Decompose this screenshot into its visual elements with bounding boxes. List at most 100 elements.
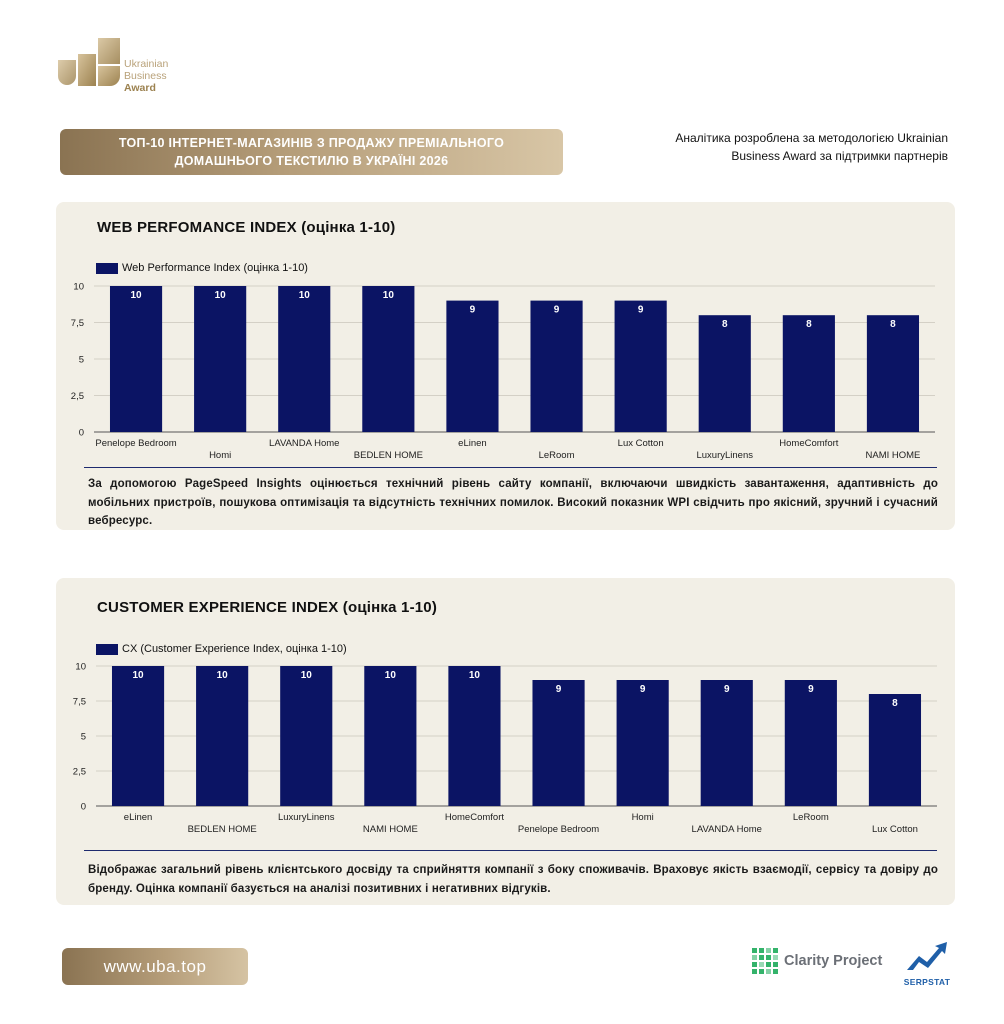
wpi-y-tick-label: 5: [79, 355, 84, 366]
cx-x-tick-label: NAMI HOME: [363, 824, 418, 835]
methodology-note: Аналітика розроблена за методологією Ukr…: [675, 131, 948, 163]
cx-legend: CX (Customer Experience Index, оцінка 1-…: [96, 643, 347, 655]
clarity-project-logo: Clarity Project: [752, 948, 882, 974]
wpi-description: За допомогою PageSpeed Insights оцінюєть…: [88, 478, 938, 527]
wpi-y-tick-label: 10: [73, 282, 84, 293]
cx-bar-data-label: 9: [640, 684, 646, 695]
cx-bar: [364, 666, 417, 806]
wpi-bar: [866, 315, 920, 432]
wpi-bar-data-label: 10: [299, 290, 311, 301]
serpstat-logo: SERPSTAT: [900, 942, 954, 987]
cx-y-tick-label: 5: [81, 732, 86, 743]
wpi-x-tick-label: Penelope Bedroom: [95, 438, 176, 449]
serpstat-chart-icon: [907, 942, 947, 970]
wpi-bar-data-label: 8: [722, 319, 728, 330]
wpi-y-tick-label: 0: [79, 428, 84, 439]
cx-x-tick-label: HomeComfort: [445, 812, 504, 823]
wpi-bar-data-label: 9: [554, 305, 560, 316]
wpi-bar: [530, 300, 583, 432]
wpi-chart-title: WEB PERFOMANCE INDEX (оцінка 1-10): [97, 219, 396, 236]
cx-bar-data-label: 8: [892, 698, 898, 709]
clarity-project-label: Clarity Project: [784, 953, 883, 969]
logo-wordmark: Ukrainian Business Award: [124, 58, 168, 94]
cx-bar: [280, 666, 333, 806]
cx-y-tick-label: 0: [81, 802, 86, 813]
wpi-x-tick-label: Homi: [209, 450, 231, 461]
wpi-bar: [109, 286, 163, 432]
wpi-bar: [362, 286, 415, 432]
wpi-legend-swatch: [96, 262, 118, 274]
page-title: ТОП-10 ІНТЕРНЕТ-МАГАЗИНІВ З ПРОДАЖУ ПРЕМ…: [60, 129, 563, 175]
cx-bar: [448, 666, 501, 806]
cx-x-tick-label: LuxuryLinens: [278, 812, 335, 823]
wpi-bar: [782, 315, 835, 432]
cx-legend-swatch: [96, 643, 118, 655]
serpstat-label: SERPSTAT: [903, 977, 951, 987]
cx-y-tick-label: 10: [75, 662, 86, 673]
wpi-x-tick-label: LeRoom: [539, 450, 575, 461]
cx-bar-data-label: 9: [724, 684, 730, 695]
cx-y-tick-label: 2,5: [73, 767, 86, 778]
logo-line1: Ukrainian: [124, 58, 169, 70]
wpi-x-tick-label: LAVANDA Home: [269, 438, 339, 449]
uba-logo: [56, 36, 122, 90]
cx-chart-title: CUSTOMER EXPERIENCE INDEX (оцінка 1-10): [97, 599, 438, 616]
cx-legend-label: CX (Customer Experience Index, оцінка 1-…: [122, 643, 347, 655]
cx-bar-data-label: 10: [132, 670, 144, 681]
cx-x-tick-label: Lux Cotton: [872, 824, 918, 835]
wpi-x-tick-label: LuxuryLinens: [696, 450, 753, 461]
cx-panel: CUSTOMER EXPERIENCE INDEX (оцінка 1-10) …: [56, 578, 955, 905]
logo-line2: Business: [124, 70, 167, 82]
wpi-bar-data-label: 10: [130, 290, 142, 301]
wpi-bar-data-label: 8: [806, 319, 812, 330]
cx-bar-chart: 0 2,5 5 7,5 10 10 eLinen 10 BEDLEN HOME 10 LuxuryL…: [73, 662, 937, 835]
wpi-bar-data-label: 10: [215, 290, 227, 301]
wpi-separator: [84, 467, 937, 468]
wpi-bar: [194, 286, 247, 432]
wpi-bar: [278, 286, 331, 432]
cx-x-tick-label: BEDLEN HOME: [188, 824, 257, 835]
cx-bar-data-label: 9: [808, 684, 814, 695]
cx-x-tick-label: Penelope Bedroom: [518, 824, 599, 835]
cx-separator: [84, 850, 937, 851]
wpi-bar: [614, 300, 667, 432]
wpi-x-tick-label: Lux Cotton: [618, 438, 664, 449]
clarity-grid-icon: [752, 948, 778, 974]
wpi-legend: Web Performance Index (оцінка 1-10): [96, 262, 308, 274]
cx-bar-data-label: 10: [301, 670, 313, 681]
cx-x-tick-label: eLinen: [124, 812, 153, 823]
cx-bar: [868, 694, 922, 806]
logo-line3: Award: [124, 82, 156, 94]
cx-bar: [700, 680, 753, 806]
wpi-x-tick-label: BEDLEN HOME: [354, 450, 423, 461]
wpi-bar-data-label: 10: [383, 290, 395, 301]
wpi-bar-data-label: 8: [890, 319, 896, 330]
wpi-x-tick-label: eLinen: [458, 438, 487, 449]
cx-x-tick-label: Homi: [632, 812, 654, 823]
wpi-bar: [446, 300, 499, 432]
wpi-x-tick-label: NAMI HOME: [866, 450, 921, 461]
wpi-y-tick-label: 7,5: [71, 318, 84, 329]
cx-x-tick-label: LeRoom: [793, 812, 829, 823]
cx-bar-data-label: 9: [556, 684, 562, 695]
wpi-y-tick-label: 2,5: [71, 391, 84, 402]
cx-bar: [196, 666, 249, 806]
cx-bar-data-label: 10: [217, 670, 229, 681]
cx-bar-data-label: 10: [385, 670, 397, 681]
cx-description: Відображає загальний рівень клієнтського…: [88, 864, 938, 895]
cx-bar: [784, 680, 837, 806]
cx-y-tick-label: 7,5: [73, 697, 86, 708]
wpi-bar-data-label: 9: [638, 305, 644, 316]
website-link[interactable]: www.uba.top: [62, 948, 248, 985]
uba-logo-mark: [58, 38, 120, 86]
wpi-bar-chart: 0 2,5 5 7,5 10 10 Penelope Bedroom 10 Homi 10 LAVA…: [71, 282, 935, 461]
cx-x-tick-label: LAVANDA Home: [692, 824, 762, 835]
cx-bar: [111, 666, 165, 806]
wpi-bar: [698, 315, 751, 432]
cx-bar-data-label: 10: [469, 670, 481, 681]
cx-bar: [532, 680, 585, 806]
wpi-bar-data-label: 9: [470, 305, 476, 316]
wpi-x-tick-label: HomeComfort: [779, 438, 838, 449]
cx-bar: [616, 680, 669, 806]
wpi-legend-label: Web Performance Index (оцінка 1-10): [122, 262, 308, 274]
